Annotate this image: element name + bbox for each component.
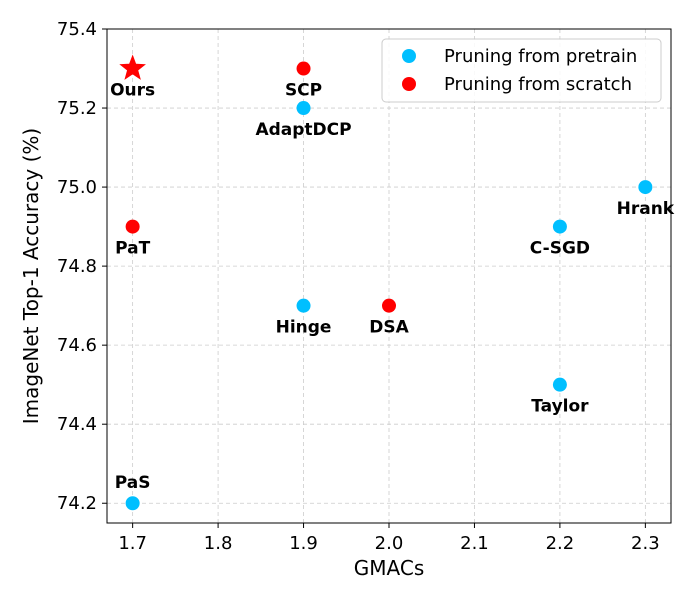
- data-point: [552, 219, 567, 234]
- y-tick-label: 74.8: [57, 256, 97, 277]
- y-axis-title: ImageNet Top-1 Accuracy (%): [19, 128, 43, 424]
- x-tick-label: 2.1: [460, 533, 489, 554]
- x-tick-label: 1.9: [289, 533, 318, 554]
- y-tick-label: 74.4: [57, 414, 97, 435]
- data-point: [125, 496, 140, 511]
- y-tick-label: 74.2: [57, 493, 97, 514]
- data-point-label: AdaptDCP: [255, 120, 351, 140]
- x-tick-label: 2.0: [375, 533, 404, 554]
- x-tick-label: 2.3: [631, 533, 660, 554]
- data-point-label: Taylor: [531, 397, 589, 417]
- data-point-label: C-SGD: [530, 239, 590, 259]
- axis-ticks: 1.7 1.8 1.9 2.0 2.1 2.2 2.3 74.2 74.4 74.6 74.8 75.…: [57, 19, 660, 554]
- data-point-label: PaS: [115, 473, 151, 493]
- data-point: [296, 101, 311, 116]
- data-point-label: Ours: [110, 81, 155, 101]
- y-tick-label: 75.0: [57, 177, 97, 198]
- legend-box: [381, 38, 662, 103]
- data-points: AdaptDCP Hrank C-SGD Hinge Taylor PaS SCP PaT DS…: [110, 54, 675, 511]
- y-tick-label: 75.4: [57, 19, 97, 40]
- legend-label: Pruning from pretrain: [444, 46, 637, 67]
- data-point-label: Hinge: [276, 318, 332, 338]
- data-point: [296, 298, 311, 313]
- data-point-label: Hrank: [617, 199, 675, 219]
- data-point-label: SCP: [285, 81, 322, 101]
- legend-label: Pruning from scratch: [444, 74, 632, 95]
- x-tick-label: 2.2: [546, 533, 575, 554]
- data-point: [638, 180, 653, 195]
- data-point: [382, 298, 396, 313]
- legend-marker: [402, 49, 416, 63]
- x-axis-title: GMACs: [354, 556, 424, 580]
- data-point-label: PaT: [115, 239, 150, 259]
- x-tick-label: 1.8: [204, 533, 233, 554]
- data-point-label: DSA: [369, 318, 409, 338]
- star-point: [119, 54, 146, 80]
- data-point: [552, 377, 567, 392]
- grid: [107, 28, 671, 523]
- x-tick-label: 1.7: [118, 533, 147, 554]
- y-tick-label: 74.6: [57, 335, 97, 356]
- legend: Pruning from pretrain Pruning from scratc…: [381, 38, 662, 103]
- legend-marker: [402, 77, 416, 91]
- data-point: [296, 61, 311, 76]
- data-point: [125, 219, 140, 234]
- y-tick-label: 75.2: [57, 98, 97, 119]
